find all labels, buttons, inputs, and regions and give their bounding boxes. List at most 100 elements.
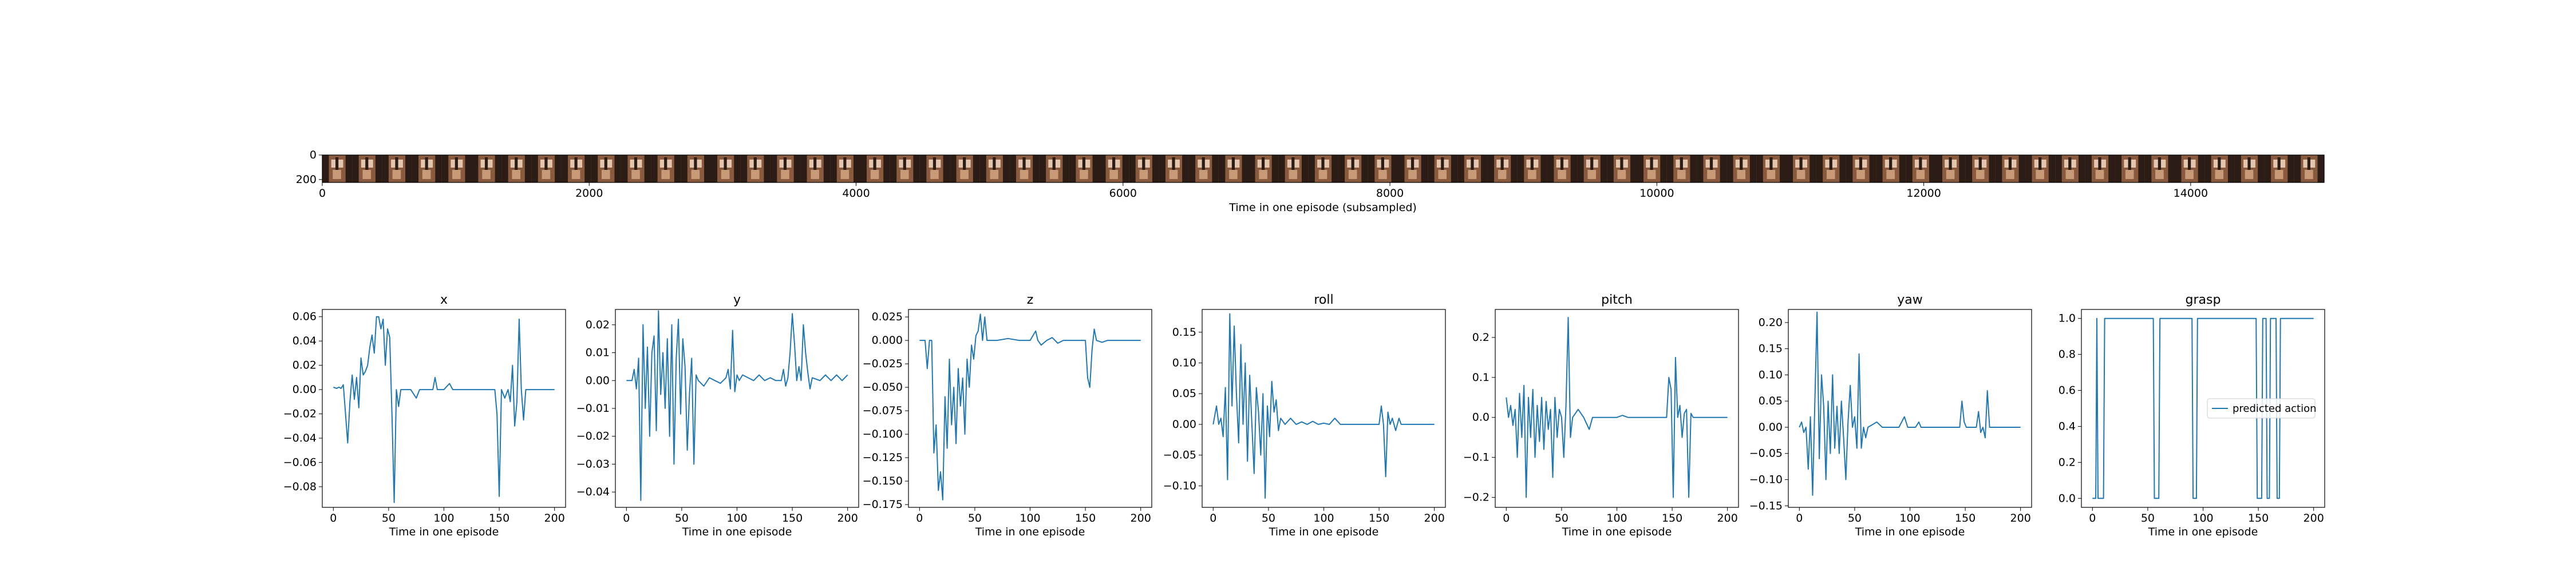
frame-thumbnail — [1965, 155, 1996, 182]
y-tick-label: 0.04 — [293, 335, 317, 347]
x-tick-label: 150 — [1662, 512, 1682, 525]
y-tick-label: −0.15 — [1749, 499, 1783, 512]
x-tick-label: 50 — [382, 512, 396, 525]
x-tick-label: 100 — [1313, 512, 1334, 525]
frame-thumbnail — [919, 155, 950, 182]
frame-thumbnail — [830, 155, 860, 182]
frame-thumbnail — [800, 155, 831, 182]
frame-thumbnail — [1249, 155, 1279, 182]
frame-thumbnail — [1995, 155, 2026, 182]
x-tick-label: 200 — [837, 512, 858, 525]
x-tick-label: 150 — [489, 512, 509, 525]
frame-thumbnail — [1517, 155, 1547, 182]
frame-thumbnail — [681, 155, 711, 182]
subplot-z: z 0 50 100 150 200 0.025 0.000 −0.025 −0.050 −0.07… — [863, 293, 1152, 538]
series-line — [1799, 311, 2021, 496]
y-tick-label: −0.100 — [863, 428, 903, 440]
y-tick-label: −0.10 — [1163, 479, 1196, 492]
y-tick-label: 0.05 — [1172, 387, 1196, 400]
y-tick-label: −0.125 — [863, 451, 903, 464]
x-axis-label: Time in one episode — [1269, 526, 1379, 538]
y-tick-label: −0.01 — [576, 402, 610, 415]
frame-thumbnail — [1935, 155, 1966, 182]
frame-thumbnail — [1637, 155, 1667, 182]
frame-thumbnail — [1009, 155, 1040, 182]
frame-thumbnail — [860, 155, 890, 182]
frame-thumbnail — [1308, 155, 1338, 182]
frame-thumbnail — [2294, 155, 2324, 182]
frame-strip-border — [322, 154, 2325, 183]
frame-thumbnail — [950, 155, 980, 182]
y-tick-label: 0.8 — [2059, 348, 2076, 361]
x-tick-label: 50 — [675, 512, 689, 525]
x-tick-label: 0 — [916, 512, 923, 525]
x-tick-label: 0 — [2089, 512, 2096, 525]
frame-thumbnail — [1696, 155, 1727, 182]
frame-thumbnail — [651, 155, 681, 182]
series-line — [1506, 317, 1728, 498]
frame-thumbnail — [621, 155, 651, 182]
frame-thumbnail — [382, 155, 412, 182]
frame-thumbnail — [1428, 155, 1458, 182]
frame-thumbnail — [2204, 155, 2235, 182]
axes-frame — [615, 309, 859, 508]
x-tick-label: 8000 — [1376, 187, 1404, 200]
x-axis-label: Time in one episode — [682, 526, 792, 538]
subplot-grasp: grasp 0 50 100 150 200 1.0 0.8 0.6 0.4 0.2 0.0 Time … — [2059, 293, 2325, 538]
frame-thumbnail — [1368, 155, 1398, 182]
frame-thumbnail — [531, 155, 562, 182]
x-tick-label: 100 — [1020, 512, 1040, 525]
frame-thumbnail — [1726, 155, 1757, 182]
y-tick-label: −0.06 — [283, 456, 317, 468]
y-tick-label: −0.08 — [283, 480, 317, 493]
x-tick-label: 150 — [782, 512, 803, 525]
frame-thumbnail — [710, 155, 741, 182]
frame-thumbnail — [591, 155, 621, 182]
y-tick-label: 0.06 — [293, 311, 317, 323]
x-tick-label: 200 — [2304, 512, 2324, 525]
x-axis-label: Time in one episode — [1562, 526, 1672, 538]
subplot-title: roll — [1314, 293, 1333, 307]
frame-thumbnail — [1607, 155, 1637, 182]
y-tick-label: 0.05 — [1759, 395, 1783, 407]
x-tick-label: 0 — [1210, 512, 1216, 525]
series-line — [2092, 317, 2314, 499]
frame-thumbnail — [2115, 155, 2145, 182]
frame-thumbnail — [2025, 155, 2056, 182]
x-tick-label: 100 — [726, 512, 747, 525]
x-tick-label: 100 — [433, 512, 454, 525]
subplot-title: grasp — [2186, 293, 2221, 307]
y-tick-label: −0.1 — [1463, 451, 1490, 464]
y-tick-label: −0.075 — [863, 404, 903, 417]
frame-thumbnail — [412, 155, 442, 182]
frame-thumbnail — [441, 155, 472, 182]
x-axis-label: Time in one episode — [975, 526, 1085, 538]
y-tick-label: −0.10 — [1749, 473, 1783, 486]
y-tick-label: 0.02 — [293, 359, 317, 372]
subplot-y: y 0 50 100 150 200 0.02 0.01 0.00 −0.01 −0.02 −0.03… — [576, 293, 859, 538]
frame-thumbnail — [1069, 155, 1100, 182]
x-axis-label: Time in one episode — [1855, 526, 1965, 538]
y-tick-label: 0.00 — [1172, 418, 1196, 431]
frame-thumbnail — [1876, 155, 1906, 182]
frame-thumbnail — [1039, 155, 1069, 182]
series-line — [1212, 313, 1435, 499]
y-tick-label: −0.04 — [576, 486, 610, 498]
x-tick-label: 150 — [1955, 512, 1976, 525]
x-tick-label: 50 — [968, 512, 982, 525]
series-line — [919, 313, 1141, 500]
x-tick-label: 200 — [2010, 512, 2031, 525]
frame-thumbnail — [770, 155, 801, 182]
frame-thumbnail — [1906, 155, 1936, 182]
axes-frame — [322, 309, 566, 508]
x-tick-label: 0 — [1503, 512, 1510, 525]
subplot-yaw: yaw 0 50 100 150 200 0.20 0.15 0.10 0.05 0.00 −0.05… — [1749, 293, 2032, 538]
x-tick-label: 10000 — [1639, 187, 1674, 200]
frame-thumbnail — [1159, 155, 1189, 182]
x-tick-label: 150 — [1369, 512, 1389, 525]
y-tick-label: 0.15 — [1759, 343, 1783, 355]
frame-thumbnail — [2264, 155, 2294, 182]
x-tick-label: 2000 — [575, 187, 603, 200]
